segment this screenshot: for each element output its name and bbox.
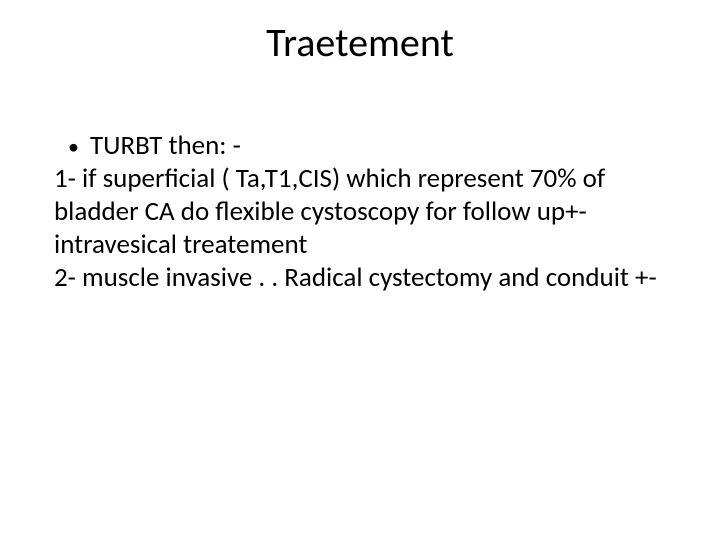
body-line-1: 1- if superficial ( Ta,T1,CIS) which rep… [54, 163, 666, 262]
bullet-text: TURBT then: - [90, 130, 666, 163]
bullet-dot-icon: • [68, 130, 90, 163]
slide-body: • TURBT then: - 1- if superficial ( Ta,T… [54, 130, 666, 295]
slide-title: Traetement [0, 18, 720, 67]
slide: Traetement • TURBT then: - 1- if superfi… [0, 0, 720, 540]
bullet-item: • TURBT then: - [68, 130, 666, 163]
body-line-2: 2- muscle invasive . . Radical cystectom… [54, 262, 666, 295]
